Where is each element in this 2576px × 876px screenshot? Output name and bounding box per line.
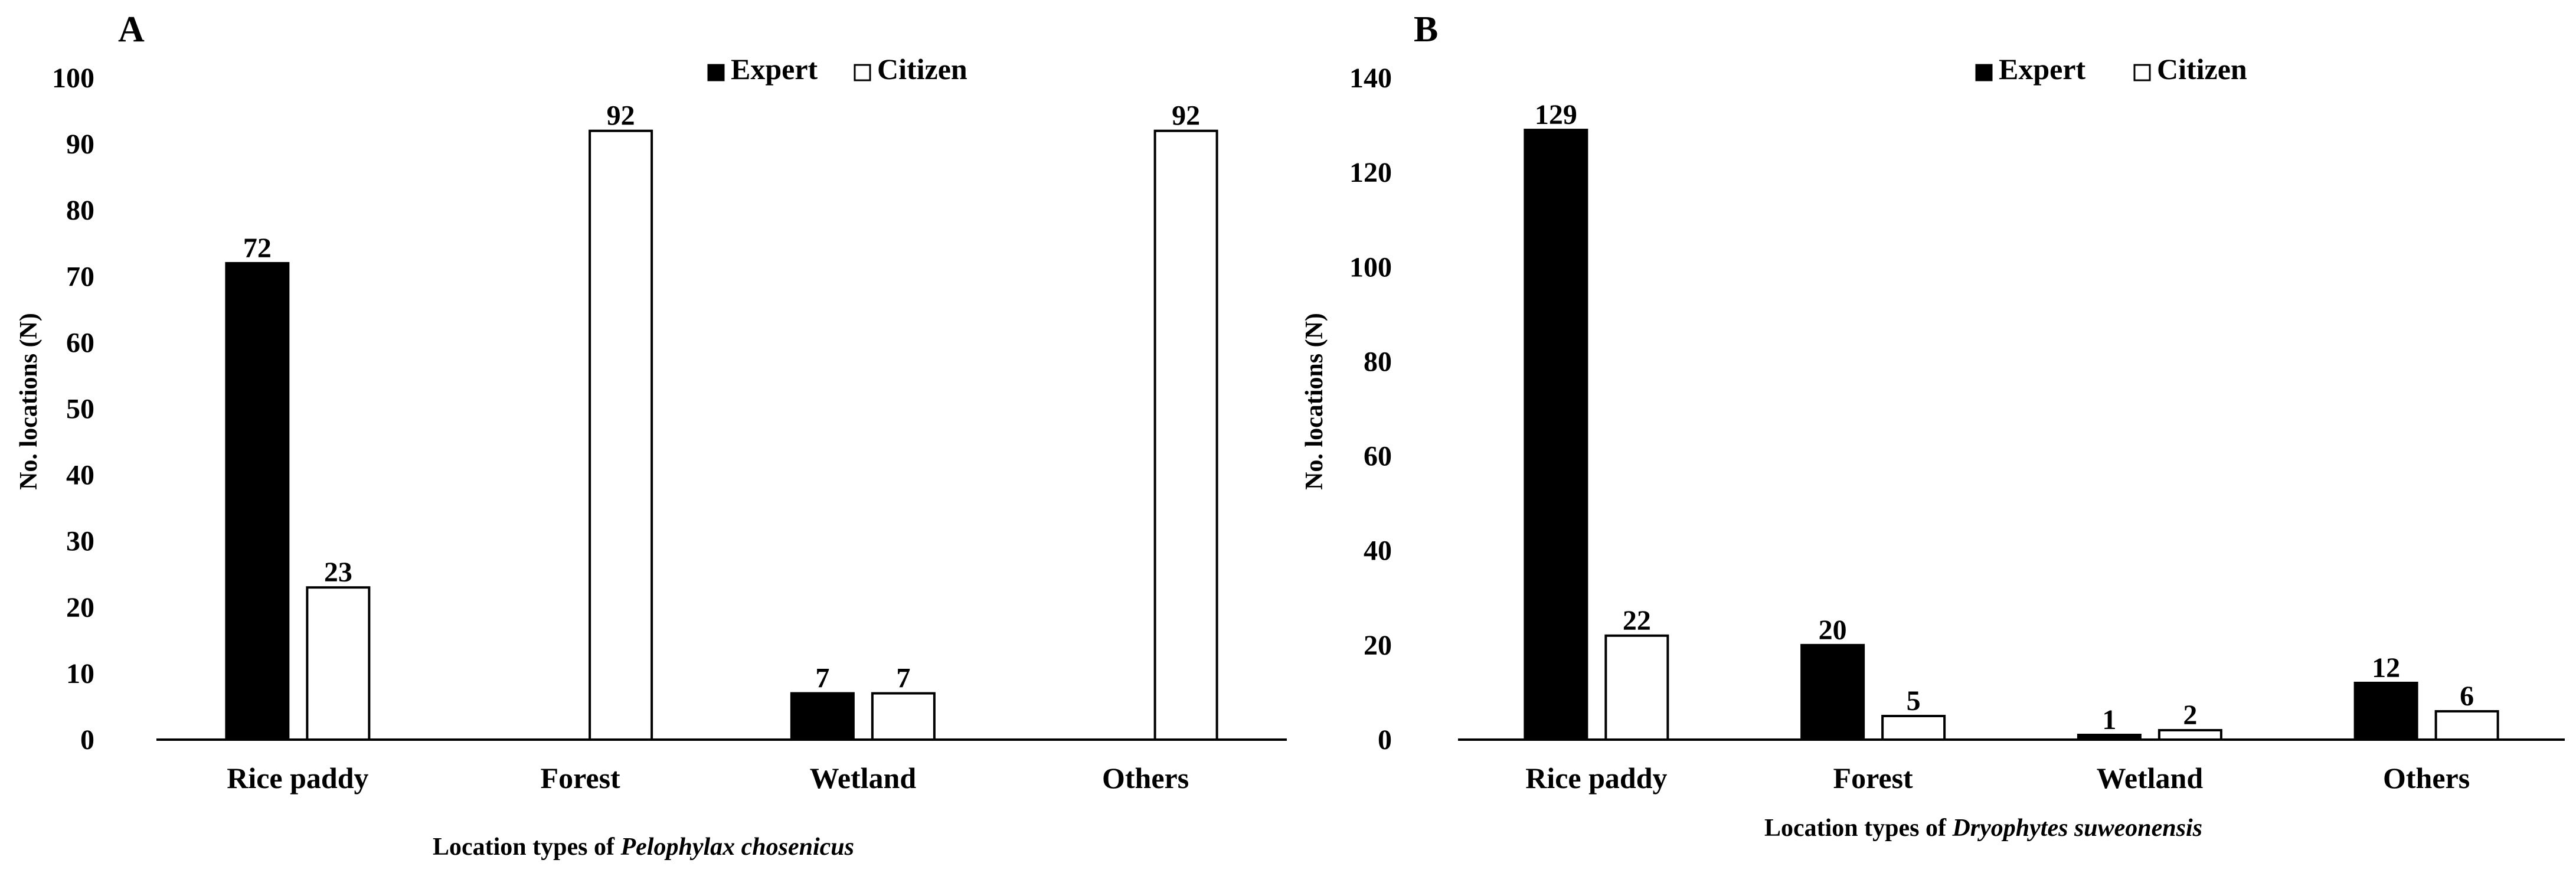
panel-b-data-label-citizen: 22: [1623, 605, 1651, 636]
panel-a-y-tick-label: 20: [66, 592, 94, 623]
panel-a-y-tick-label: 100: [52, 63, 94, 94]
panel-b-chart: B Expert Citizen No. locations (N) Locat…: [1301, 9, 2565, 842]
panel-a-legend-citizen-swatch: [854, 64, 871, 81]
panel-b-legend-expert-label: Expert: [1999, 53, 2086, 86]
panel-a-x-axis-title: Location types of Pelophylax chosenicus: [433, 833, 854, 861]
panel-b-bar-expert: [1800, 643, 1865, 741]
panel-a-legend-expert-label: Expert: [731, 53, 818, 86]
panel-b-legend-citizen-label: Citizen: [2157, 53, 2247, 86]
panel-a-data-label-citizen: 7: [896, 663, 910, 694]
panel-a-legend-citizen-label: Citizen: [877, 53, 967, 86]
panel-b-y-tick-label: 40: [1364, 535, 1392, 567]
panel-a-y-tick-label: 40: [66, 460, 94, 491]
panel-a-data-label-citizen: 92: [1172, 100, 1200, 132]
panel-a-y-tick-label: 90: [66, 129, 94, 160]
panel-b-category-label: Forest: [1833, 761, 1913, 795]
panel-a-legend: Expert Citizen: [707, 53, 967, 86]
panel-b-legend-expert-swatch: [1975, 64, 1993, 81]
panel-b-bar-citizen: [2434, 710, 2499, 741]
panel-b-y-tick-label: 0: [1378, 724, 1392, 756]
panel-a-y-tick-label: 60: [66, 327, 94, 358]
panel-a-category-label: Others: [1102, 761, 1189, 795]
panel-b-x-axis-title: Location types of Dryophytes suweonensis: [1764, 815, 2202, 842]
panel-b-bar-citizen: [1881, 714, 1946, 741]
panel-b-bar-expert: [2353, 681, 2418, 741]
panel-b-data-label-expert: 129: [1535, 99, 1577, 130]
panel-a-bar-expert: [790, 692, 855, 741]
panel-a-y-tick-label: 80: [66, 195, 94, 226]
panel-a-bar-citizen: [589, 129, 653, 741]
panel-a-x-axis-title-prefix: Location types of: [433, 833, 621, 861]
panel-b-y-tick-label: 100: [1349, 251, 1392, 283]
panel-b-data-label-citizen: 2: [2183, 700, 2197, 731]
panel-a-y-tick-label: 10: [66, 658, 94, 689]
panel-a-category-label: Wetland: [810, 761, 917, 795]
panel-b-y-tick-label: 120: [1349, 157, 1392, 188]
panel-a-category-label: Rice paddy: [227, 761, 368, 795]
panel-b-y-tick-label: 80: [1364, 346, 1392, 377]
panel-b-legend-citizen-swatch: [2133, 64, 2151, 81]
panel-a-y-tick-label: 30: [66, 526, 94, 557]
panel-a-category-label: Forest: [541, 761, 620, 795]
panel-a-bar-citizen: [306, 586, 371, 741]
panel-a-y-tick-label: 70: [66, 261, 94, 292]
panel-a-legend-expert-swatch: [707, 64, 725, 81]
panel-a-letter: A: [118, 9, 145, 50]
panel-b-y-tick-label: 60: [1364, 441, 1392, 472]
panel-a-y-axis-title: No. locations (N): [15, 313, 43, 490]
panel-b-bar-citizen: [2157, 728, 2222, 741]
panel-b-data-label-citizen: 5: [1907, 685, 1921, 717]
panel-b-y-tick-label: 140: [1349, 63, 1392, 94]
panel-b-legend: Expert Citizen: [1975, 53, 2247, 86]
panel-a-bar-citizen: [1153, 129, 1218, 741]
panel-a-bar-citizen: [871, 692, 936, 741]
panel-a-data-label-citizen: 23: [324, 557, 352, 588]
panel-b-y-tick-label: 20: [1364, 630, 1392, 661]
panel-b-x-axis-title-prefix: Location types of: [1764, 815, 1953, 842]
panel-b-plot-area: 0 20 40 60 80 100 120 140 129 22 Rice paddy 20 5 Fore…: [1349, 63, 2499, 795]
panel-a-data-label-expert: 72: [243, 233, 272, 264]
panel-b-category-label: Wetland: [2097, 761, 2204, 795]
panel-a-bar-expert: [225, 262, 290, 741]
panel-a-y-tick-label: 50: [66, 394, 94, 425]
panel-a-x-axis-title-species: Pelophylax chosenicus: [620, 833, 855, 861]
panel-a-data-label-expert: 7: [815, 663, 829, 694]
panel-b-y-axis-title: No. locations (N): [1301, 313, 1328, 490]
panel-b-category-label: Rice paddy: [1525, 761, 1667, 795]
panel-b-category-label: Others: [2383, 761, 2470, 795]
panel-a-y-tick-label: 0: [80, 724, 94, 756]
panel-b-bar-expert: [2077, 733, 2142, 741]
panel-b-data-label-expert: 12: [2372, 652, 2400, 684]
panel-b-x-axis-title-species: Dryophytes suweonensis: [1951, 815, 2202, 842]
panel-b-data-label-citizen: 6: [2460, 681, 2474, 712]
panel-a-chart: A Expert Citizen No. locations (N) Locat…: [15, 9, 1287, 861]
panel-b-bar-citizen: [1604, 634, 1669, 741]
panel-b-bar-expert: [1524, 129, 1588, 741]
panel-a-data-label-citizen: 92: [607, 100, 635, 132]
panel-b-data-label-expert: 20: [1819, 614, 1847, 646]
panel-a-plot-area: 0 10 20 30 40 50 60 70 80 90 100 72 23 Rice paddy 92 Fo…: [52, 63, 1218, 795]
panel-b-data-label-expert: 1: [2102, 704, 2116, 736]
panel-b-letter: B: [1414, 9, 1438, 50]
